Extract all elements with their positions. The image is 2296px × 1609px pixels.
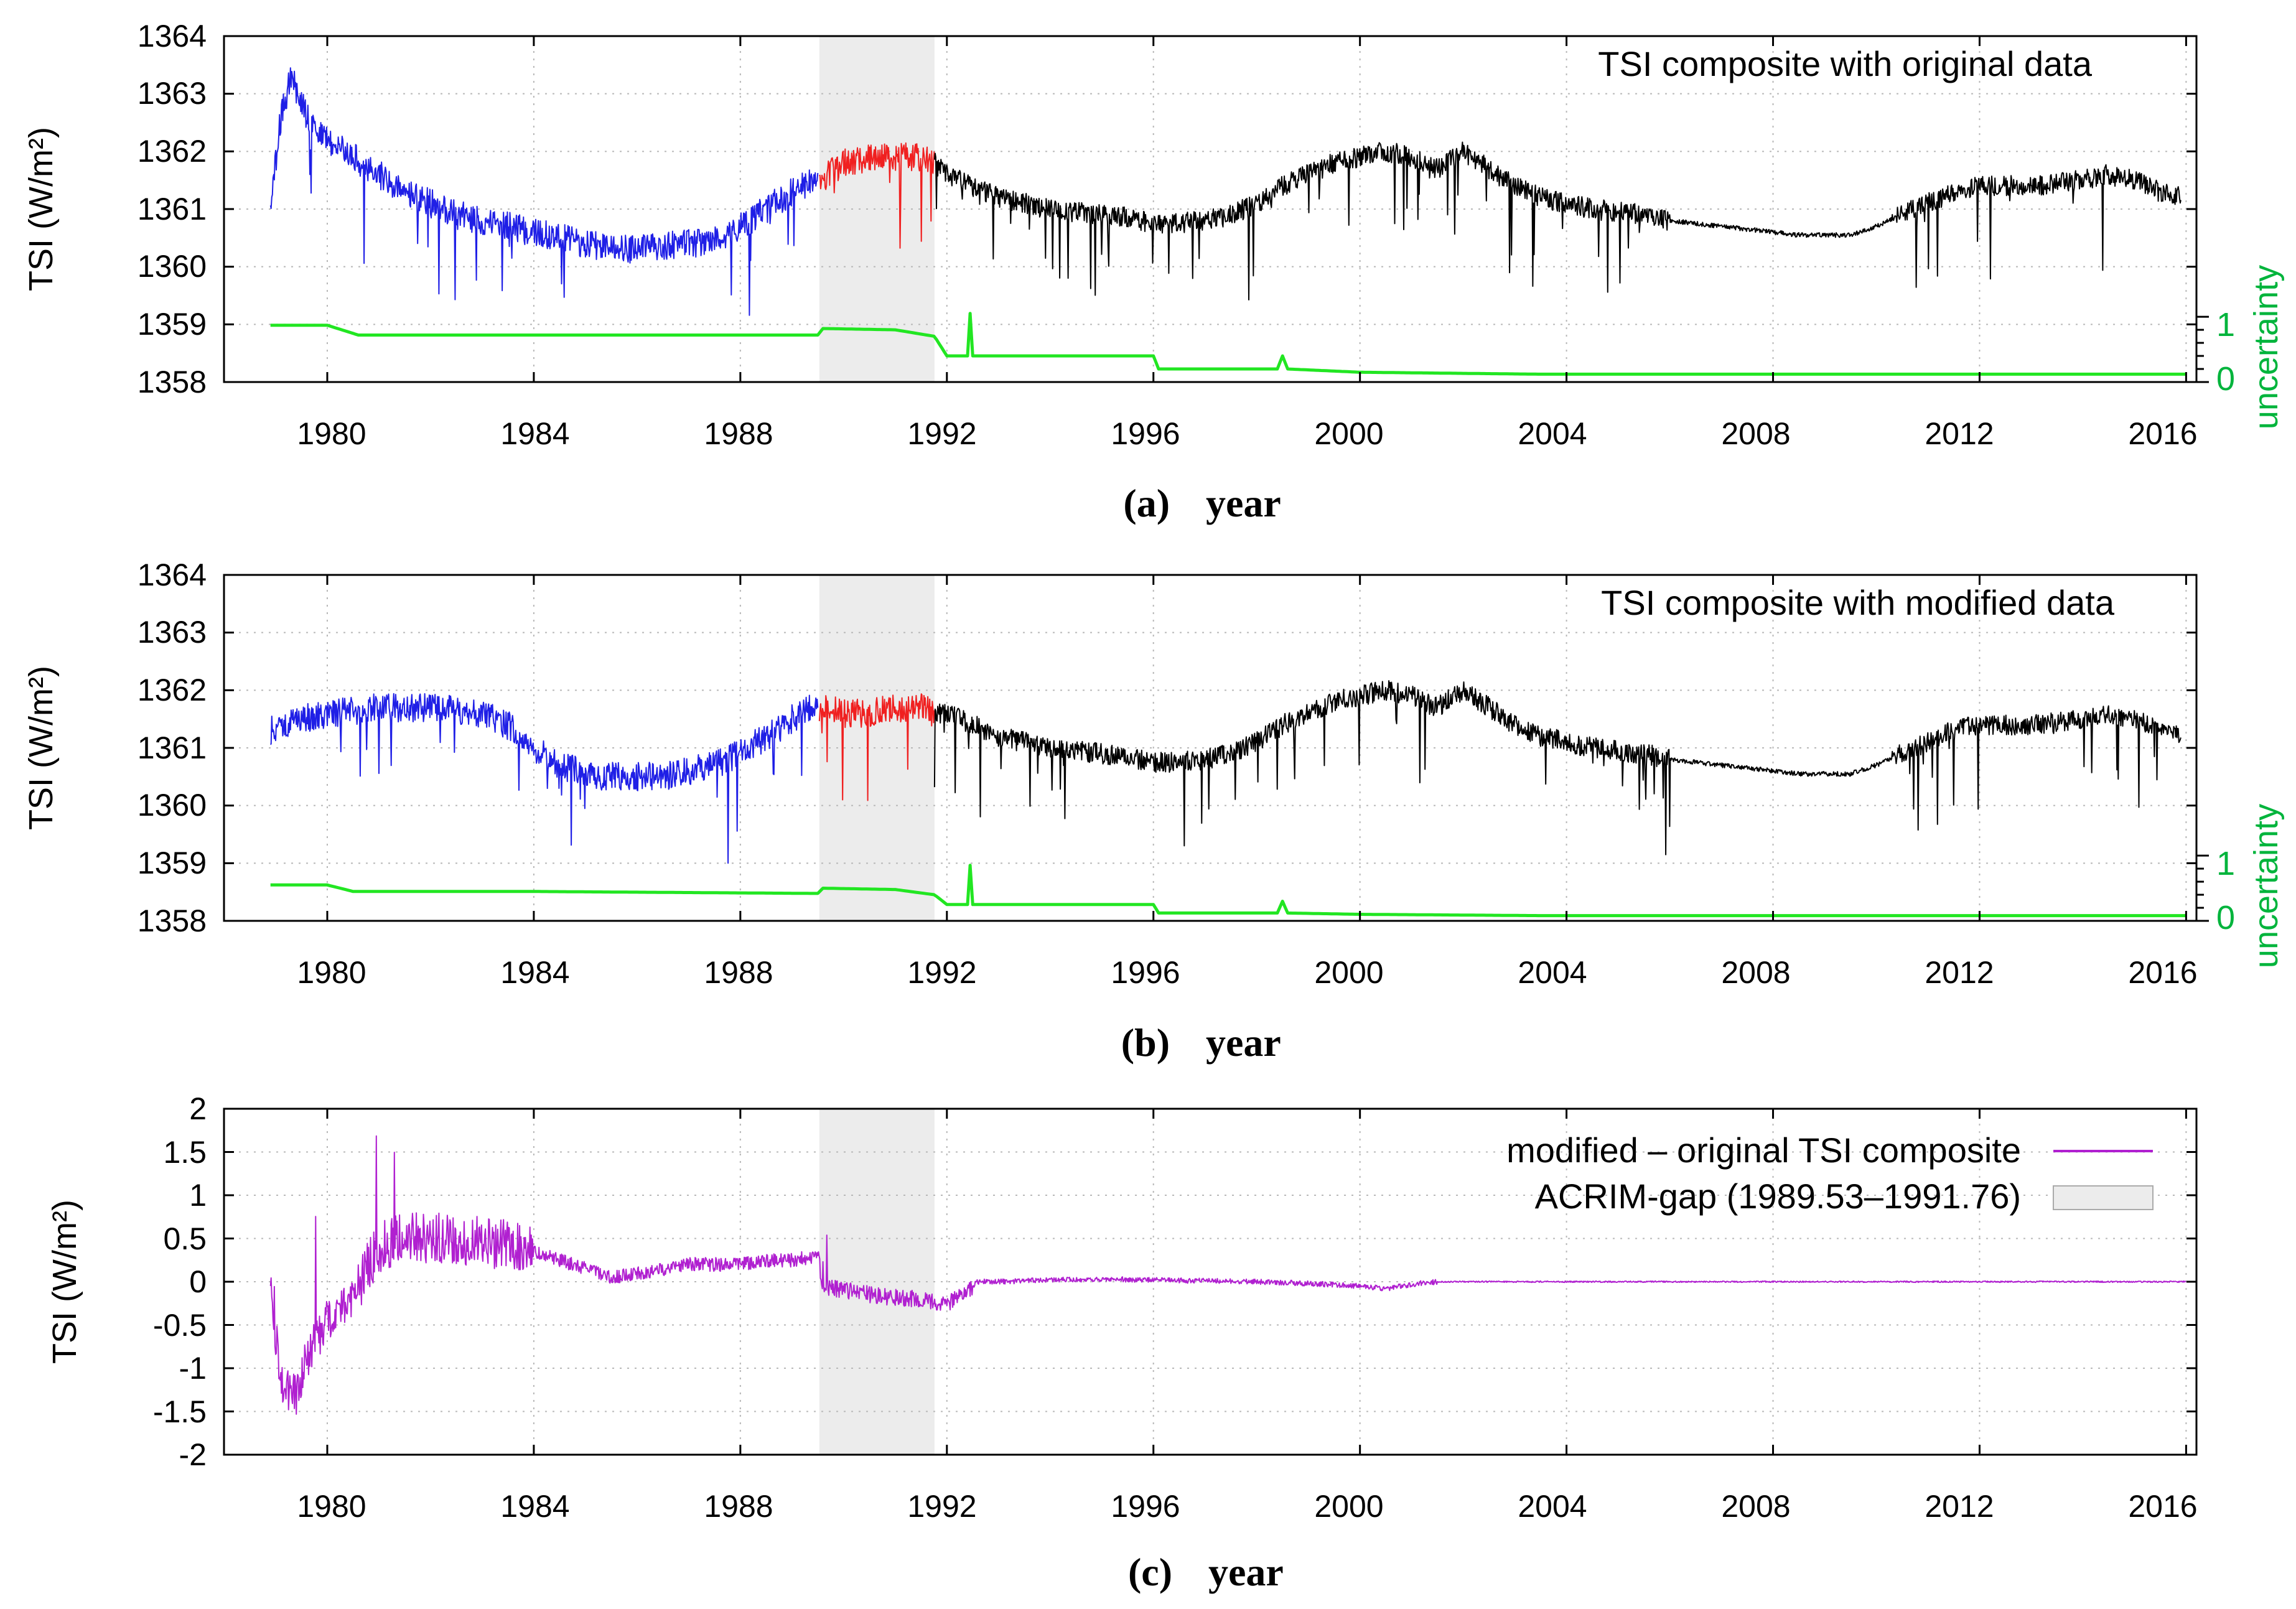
legend-label: modified – original TSI composite [1506, 1131, 2021, 1170]
data-series [269, 680, 2186, 918]
acrim-gap-shade [819, 1109, 935, 1455]
y-tick-label: 1361 [138, 192, 207, 226]
y-tick-label: 0.5 [163, 1221, 207, 1256]
axis-ticks [224, 35, 2209, 383]
y-tick-label: 1.5 [163, 1135, 207, 1170]
x-tick-label: 1984 [500, 955, 569, 990]
x-tick-label: 1988 [704, 955, 773, 990]
y2-axis-label: uncertainty [2247, 265, 2285, 429]
series-line-acrim-gap [818, 142, 935, 249]
y-tick-label: -1.5 [153, 1394, 207, 1429]
panel-c-chart: -2 -1.5 -1 -0.5 0 0.5 1 1.5 2 1980 1984 … [46, 1091, 2198, 1594]
y-tick-label: 1364 [138, 557, 207, 592]
x-tick-label: 2016 [2128, 416, 2197, 451]
x-tick-label: 2016 [2128, 955, 2197, 990]
y-tick-label: 1363 [138, 76, 207, 111]
y-tick-label: 1360 [138, 788, 207, 823]
y2-tick-label: 1 [2216, 845, 2235, 882]
legend-label: ACRIM-gap (1989.53–1991.76) [1535, 1177, 2021, 1216]
y-axis-label: TSI (W/m²) [46, 1200, 83, 1364]
x-tick-label: 2004 [1518, 1489, 1587, 1524]
y2-tick-label: 1 [2216, 306, 2235, 343]
series-line-acrim-gap [818, 693, 935, 801]
acrim-gap-shade [819, 575, 935, 921]
x-axis-label: year [1206, 481, 1281, 525]
panel-letter: (c) [1128, 1550, 1172, 1594]
y-tick-label: 1359 [138, 307, 207, 342]
chart-title: TSI composite with modified data [1601, 583, 2115, 622]
x-tick-label: 2016 [2128, 1489, 2197, 1524]
series-line-uncertainty [270, 312, 2186, 376]
y-tick-label: 1360 [138, 249, 207, 284]
series-line-uncertainty [270, 864, 2186, 918]
y-tick-label: 0 [189, 1264, 207, 1299]
y-tick-label: 1358 [138, 365, 207, 399]
y-tick-label: -2 [179, 1437, 207, 1472]
y-tick-label: 1361 [138, 730, 207, 765]
y-tick-label: 1364 [138, 19, 207, 54]
panel-letter: (b) [1121, 1020, 1170, 1065]
x-tick-label: 2008 [1721, 1489, 1790, 1524]
y2-tick-label: 0 [2216, 360, 2235, 398]
y-tick-label: 1 [189, 1178, 207, 1213]
x-tick-label: 2012 [1925, 1489, 1994, 1524]
acrim-gap-shade [819, 36, 935, 382]
x-tick-label: 1992 [907, 1489, 976, 1524]
y-tick-label: -1 [179, 1351, 207, 1386]
series-line-segment-1 [269, 67, 819, 316]
x-tick-label: 2004 [1518, 416, 1587, 451]
chart-title: TSI composite with original data [1598, 44, 2093, 83]
y-tick-label: 1359 [138, 846, 207, 880]
x-tick-label: 2000 [1314, 955, 1383, 990]
y-tick-label: -0.5 [153, 1308, 207, 1343]
panel-b-chart: 1358 1359 1360 1361 1362 1363 1364 1980 … [22, 557, 2285, 1065]
y-tick-label: 1358 [138, 903, 207, 938]
x-tick-label: 1996 [1111, 955, 1180, 990]
series-line-segment-2 [933, 141, 2182, 301]
series-line-modified-original-tsi-composite [269, 1135, 2186, 1415]
y2-axis-label: uncertainty [2247, 804, 2285, 968]
legend: modified – original TSI composite ACRIM-… [1506, 1131, 2154, 1216]
x-axis-label: year [1208, 1550, 1284, 1594]
series-line-segment-2 [933, 680, 2182, 856]
y-axis-label: TSI (W/m²) [22, 666, 60, 830]
y-tick-label: 1362 [138, 134, 207, 169]
x-tick-label: 1980 [297, 955, 366, 990]
y-tick-label: 1363 [138, 615, 207, 650]
x-tick-label: 2004 [1518, 955, 1587, 990]
x-tick-label: 1980 [297, 1489, 366, 1524]
y-tick-label: 1362 [138, 673, 207, 707]
data-series [269, 67, 2186, 376]
y2-tick-label: 0 [2216, 899, 2235, 936]
x-tick-label: 1988 [704, 416, 773, 451]
y-axis-label: TSI (W/m²) [22, 127, 60, 291]
data-series [269, 1135, 2186, 1415]
series-line-segment-1 [269, 693, 819, 864]
x-tick-label: 1988 [704, 1489, 773, 1524]
x-tick-label: 2000 [1314, 416, 1383, 451]
x-tick-label: 1992 [907, 416, 976, 451]
x-tick-label: 1980 [297, 416, 366, 451]
x-axis-label: year [1206, 1020, 1281, 1065]
x-tick-label: 2000 [1314, 1489, 1383, 1524]
panel-a-chart: 1358 1359 1360 1361 1362 1363 1364 1980 … [22, 19, 2285, 525]
panel-letter: (a) [1123, 481, 1170, 525]
x-tick-label: 1996 [1111, 416, 1180, 451]
x-tick-label: 2008 [1721, 955, 1790, 990]
x-tick-label: 1992 [907, 955, 976, 990]
x-tick-label: 2012 [1925, 416, 1994, 451]
x-tick-label: 1996 [1111, 1489, 1180, 1524]
axis-ticks [224, 574, 2209, 922]
x-tick-label: 2012 [1925, 955, 1994, 990]
y-tick-label: 2 [189, 1091, 207, 1126]
legend-shade-swatch [2053, 1185, 2154, 1210]
axis-ticks [224, 1108, 2196, 1456]
x-tick-label: 2008 [1721, 416, 1790, 451]
x-tick-label: 1984 [500, 1489, 569, 1524]
x-tick-label: 1984 [500, 416, 569, 451]
